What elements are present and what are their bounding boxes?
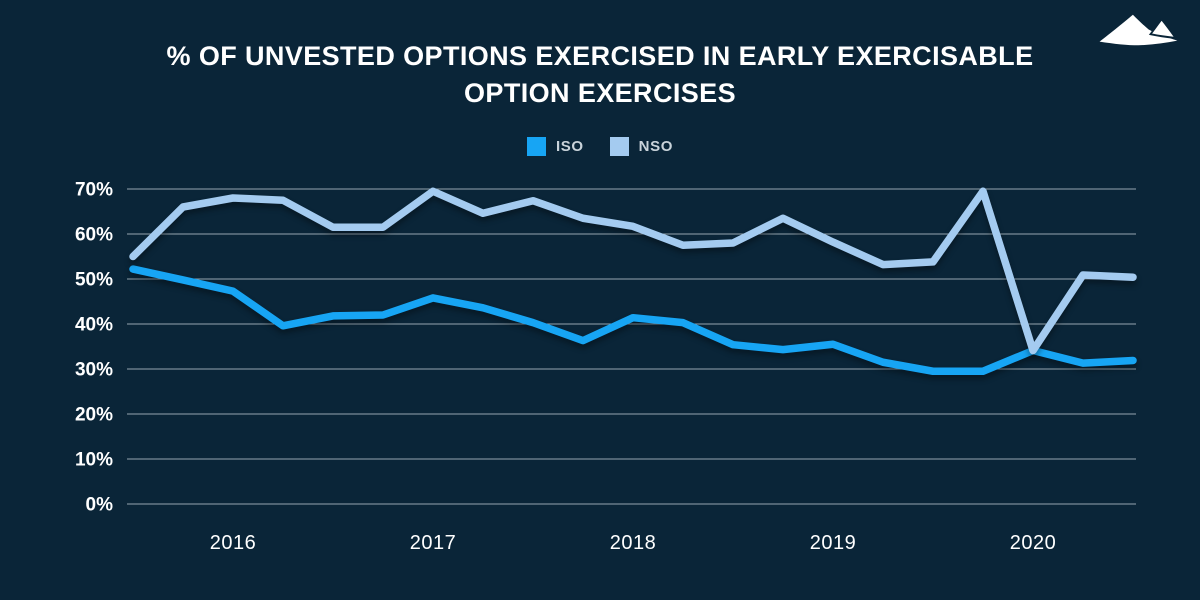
x-tick-label: 2020 [1010,532,1057,554]
legend-label-iso: ISO [556,138,584,155]
chart-title-line1: % OF UNVESTED OPTIONS EXERCISED IN EARLY… [166,41,1034,71]
y-tick-label: 30% [75,360,113,381]
legend-item-iso: ISO [527,137,584,156]
chart-title-line2: OPTION EXERCISES [464,78,736,108]
y-tick-label: 0% [86,495,114,516]
x-tick-label: 2017 [410,532,457,554]
y-tick-label: 40% [75,315,113,336]
series-line-iso [129,265,1137,375]
x-tick-label: 2016 [210,532,257,554]
nso-color-swatch [609,137,629,156]
legend-label-nso: NSO [638,138,673,155]
logo-small-mountain [1148,17,1178,39]
y-tick-label: 70% [75,180,113,201]
carta-logo [1099,14,1178,46]
y-tick-label: 50% [75,270,113,291]
logo-large-mountain [1099,14,1178,46]
chart-title: % OF UNVESTED OPTIONS EXERCISED IN EARLY… [0,38,1200,112]
y-tick-label: 20% [75,405,113,426]
y-tick-label: 10% [75,450,113,471]
legend-item-nso: NSO [609,137,673,156]
chart-legend: ISO NSO [0,137,1200,156]
x-tick-label: 2018 [610,532,657,554]
iso-color-swatch [527,137,547,156]
series-line-nso [129,187,1137,355]
y-tick-label: 60% [75,225,113,246]
x-tick-label: 2019 [810,532,857,554]
